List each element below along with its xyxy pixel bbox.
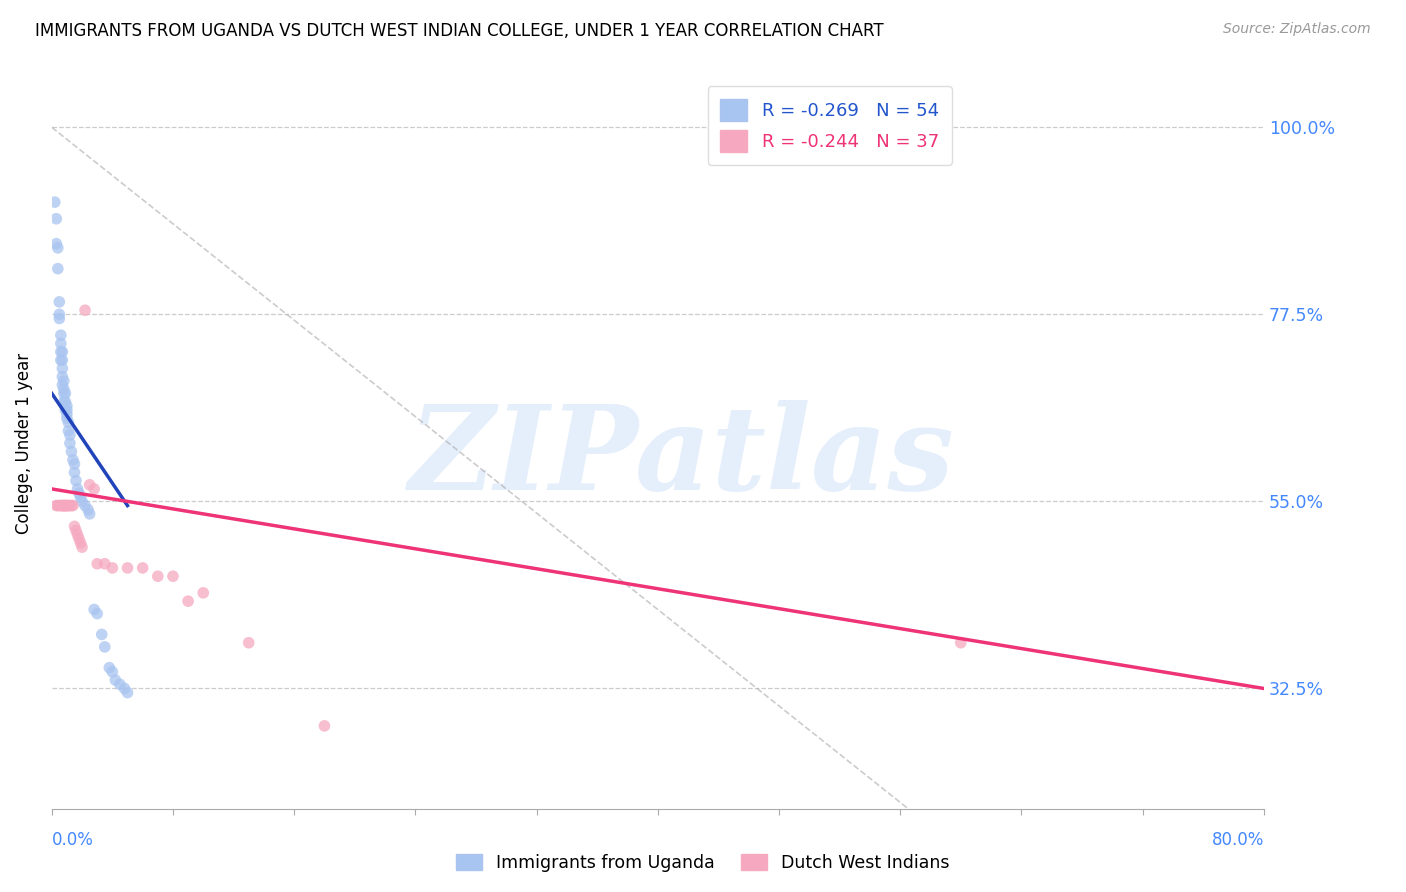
- Point: [58, 416, 80, 430]
- Point: [55, 386, 77, 401]
- Text: 80.0%: 80.0%: [1212, 831, 1264, 849]
- Point: [117, 561, 139, 575]
- Point: [56, 499, 79, 513]
- Point: [94, 557, 117, 571]
- Point: [48, 294, 70, 309]
- Point: [108, 677, 131, 691]
- Point: [52, 374, 75, 388]
- Point: [52, 382, 75, 396]
- Point: [58, 424, 80, 438]
- Point: [117, 685, 139, 699]
- Point: [58, 499, 80, 513]
- Legend: R = -0.269   N = 54, R = -0.244   N = 37: R = -0.269 N = 54, R = -0.244 N = 37: [707, 87, 952, 165]
- Text: IMMIGRANTS FROM UGANDA VS DUTCH WEST INDIAN COLLEGE, UNDER 1 YEAR CORRELATION CH: IMMIGRANTS FROM UGANDA VS DUTCH WEST IND…: [35, 22, 884, 40]
- Point: [52, 499, 75, 513]
- Text: ZIPatlas: ZIPatlas: [409, 401, 955, 516]
- Point: [51, 344, 73, 359]
- Point: [55, 403, 77, 417]
- Point: [51, 369, 73, 384]
- Point: [45, 499, 67, 513]
- Point: [56, 499, 79, 513]
- Point: [46, 241, 69, 255]
- Point: [63, 519, 86, 533]
- Point: [90, 627, 112, 641]
- Point: [98, 661, 121, 675]
- Point: [52, 394, 75, 409]
- Point: [48, 499, 70, 513]
- Point: [86, 607, 108, 621]
- Point: [48, 311, 70, 326]
- Point: [75, 499, 97, 513]
- Point: [49, 328, 72, 343]
- Point: [86, 557, 108, 571]
- Text: 0.0%: 0.0%: [52, 831, 94, 849]
- Point: [79, 507, 101, 521]
- Point: [56, 411, 79, 425]
- Point: [69, 536, 91, 550]
- Point: [65, 524, 87, 538]
- Point: [83, 602, 105, 616]
- Point: [48, 307, 70, 321]
- Point: [131, 561, 153, 575]
- Point: [69, 490, 91, 504]
- Point: [75, 303, 97, 318]
- Point: [62, 453, 84, 467]
- Legend: Immigrants from Uganda, Dutch West Indians: Immigrants from Uganda, Dutch West India…: [450, 847, 956, 879]
- Point: [49, 336, 72, 351]
- Point: [51, 499, 73, 513]
- Point: [55, 499, 77, 513]
- Point: [66, 527, 89, 541]
- Point: [56, 403, 79, 417]
- Point: [193, 586, 215, 600]
- Point: [94, 640, 117, 654]
- Point: [52, 386, 75, 401]
- Point: [77, 502, 100, 516]
- Point: [55, 499, 77, 513]
- Point: [162, 569, 184, 583]
- Point: [63, 457, 86, 471]
- Point: [238, 636, 260, 650]
- Point: [52, 499, 75, 513]
- Point: [67, 486, 90, 500]
- Point: [101, 665, 124, 679]
- Point: [59, 436, 82, 450]
- Point: [55, 394, 77, 409]
- Point: [49, 344, 72, 359]
- Point: [70, 494, 93, 508]
- Point: [63, 466, 86, 480]
- Text: Source: ZipAtlas.com: Source: ZipAtlas.com: [1223, 22, 1371, 37]
- Point: [949, 636, 972, 650]
- Point: [67, 532, 90, 546]
- Point: [44, 195, 66, 210]
- Point: [62, 499, 84, 513]
- Point: [101, 561, 124, 575]
- Point: [83, 482, 105, 496]
- Point: [49, 499, 72, 513]
- Point: [56, 399, 79, 413]
- Point: [65, 474, 87, 488]
- Point: [45, 211, 67, 226]
- Point: [46, 261, 69, 276]
- Point: [45, 236, 67, 251]
- Point: [51, 499, 73, 513]
- Point: [60, 444, 83, 458]
- Point: [146, 569, 169, 583]
- Point: [51, 378, 73, 392]
- Point: [114, 681, 136, 696]
- Point: [79, 477, 101, 491]
- Point: [59, 499, 82, 513]
- Point: [177, 594, 200, 608]
- Point: [70, 540, 93, 554]
- Point: [66, 482, 89, 496]
- Point: [56, 407, 79, 421]
- Point: [60, 499, 83, 513]
- Point: [59, 428, 82, 442]
- Point: [51, 353, 73, 368]
- Point: [314, 719, 336, 733]
- Point: [104, 673, 127, 687]
- Y-axis label: College, Under 1 year: College, Under 1 year: [15, 352, 32, 533]
- Point: [46, 499, 69, 513]
- Point: [51, 361, 73, 376]
- Point: [49, 353, 72, 368]
